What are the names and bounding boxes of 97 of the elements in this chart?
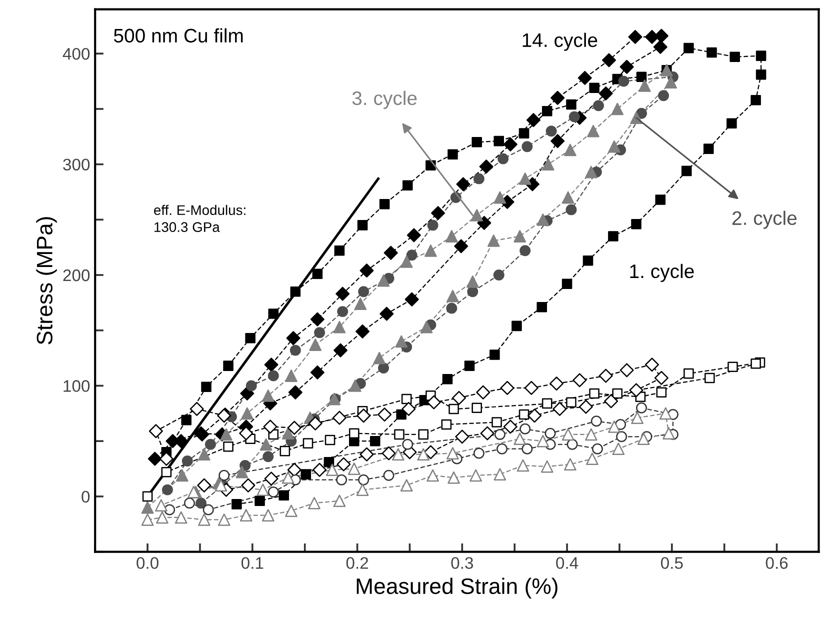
point: [611, 102, 624, 116]
point: [373, 352, 386, 364]
point: [309, 338, 322, 351]
point: [141, 501, 154, 514]
y-tick-label: 300: [63, 158, 90, 171]
point: [354, 298, 367, 310]
point: [198, 448, 210, 461]
point: [214, 479, 228, 492]
point: [282, 471, 294, 484]
point: [445, 230, 458, 242]
point: [536, 213, 550, 226]
point: [141, 514, 154, 526]
point: [494, 468, 506, 480]
point: [562, 428, 574, 441]
point: [562, 191, 574, 204]
point: [662, 427, 675, 440]
point: [542, 158, 554, 170]
point: [174, 511, 188, 524]
point: [466, 275, 479, 288]
point: [220, 428, 232, 441]
point: [631, 412, 644, 424]
point: [348, 462, 360, 475]
annotation: 2. cycle: [732, 210, 797, 229]
point: [333, 494, 346, 508]
annotation: eff. E-Modulus: 130.3 GPa: [154, 204, 246, 232]
annotation: 14. cycle: [522, 32, 598, 51]
point: [637, 432, 650, 446]
point: [536, 434, 550, 448]
text: 500 nm Cu film: [114, 28, 243, 43]
point: [638, 80, 651, 92]
x-tick-label: 0.3: [451, 557, 474, 569]
point: [448, 471, 460, 484]
point: [587, 124, 600, 138]
point: [608, 140, 620, 153]
point: [308, 496, 320, 510]
point: [446, 447, 459, 460]
point: [420, 320, 433, 334]
point: [564, 144, 576, 156]
point: [377, 274, 390, 287]
point: [356, 484, 369, 496]
point: [262, 390, 274, 402]
x-tick-label: 0.4: [556, 557, 578, 569]
point: [487, 234, 500, 247]
point: [417, 448, 430, 461]
point: [285, 504, 298, 518]
point: [424, 244, 437, 257]
point: [564, 458, 576, 471]
point: [154, 499, 168, 512]
point: [470, 209, 484, 222]
point: [514, 230, 526, 242]
point: [608, 420, 620, 433]
point: [285, 370, 298, 382]
point: [446, 290, 459, 302]
point: [514, 432, 526, 446]
point: [584, 166, 598, 178]
point: [586, 452, 598, 465]
point: [395, 335, 408, 348]
y-tick-label: 200: [63, 269, 90, 282]
annotation: 3. cycle: [352, 90, 417, 109]
point: [612, 442, 625, 456]
annotation: 1. cycle: [630, 264, 694, 282]
point: [256, 484, 270, 496]
point: [518, 172, 532, 185]
point: [198, 514, 210, 526]
y-tick-label: 0: [82, 490, 90, 503]
point: [400, 479, 413, 492]
point: [540, 460, 554, 473]
point: [326, 464, 338, 476]
y-tick-label: 400: [62, 48, 90, 60]
point: [156, 511, 168, 524]
point: [584, 428, 598, 441]
point: [516, 459, 530, 472]
point: [176, 469, 188, 482]
point: [262, 509, 274, 522]
point: [426, 469, 439, 482]
point: [260, 438, 272, 451]
point: [349, 380, 362, 392]
point: [659, 407, 672, 420]
x-tick-label: 0.0: [136, 557, 158, 569]
point: [333, 320, 346, 334]
point: [236, 466, 248, 478]
x-axis-title: Measured Strain (%): [356, 578, 558, 598]
x-tick-label: 0.5: [660, 557, 683, 569]
x-tick-label: 0.6: [766, 557, 788, 569]
point: [392, 448, 404, 461]
point: [400, 256, 413, 268]
point: [218, 514, 230, 526]
x-tick-label: 0.2: [346, 557, 368, 569]
point: [240, 509, 252, 522]
point: [470, 469, 482, 482]
point: [664, 76, 678, 89]
point: [240, 407, 254, 420]
y-axis-title: Stress (MPa): [36, 217, 57, 344]
y-tick-label: 100: [64, 380, 90, 392]
point: [494, 191, 506, 204]
x-tick-label: 0.1: [241, 557, 264, 569]
point: [282, 427, 294, 440]
